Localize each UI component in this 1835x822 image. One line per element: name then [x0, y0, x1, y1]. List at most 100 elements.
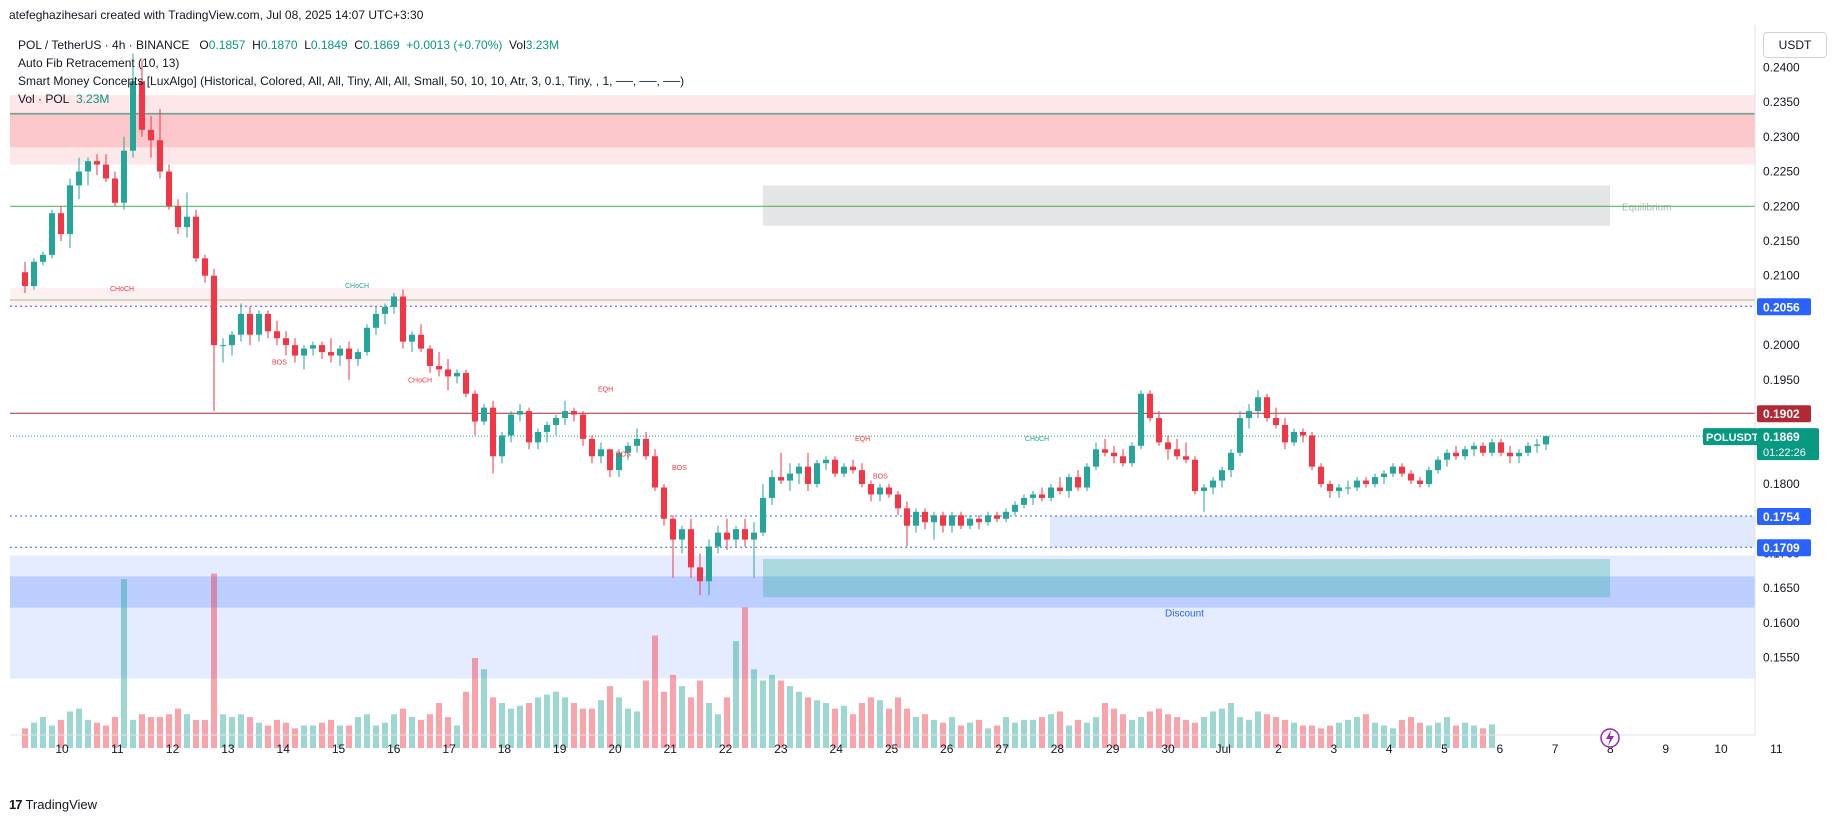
candle [328, 338, 334, 363]
volume-bar [652, 635, 658, 748]
candle-body [1093, 449, 1099, 467]
legend-indicator-vol[interactable]: Vol · POL 3.23M [18, 90, 684, 108]
volume-bar [274, 719, 280, 748]
candle-body [94, 161, 100, 165]
volume-bar [913, 717, 919, 748]
candle [1066, 473, 1072, 498]
candle [184, 192, 190, 238]
candle [445, 359, 451, 391]
volume-bar [760, 680, 766, 748]
candle [256, 310, 262, 342]
legend-symbol[interactable]: POL / TetherUS · 4h · BINANCE [18, 38, 190, 52]
volume-bar [949, 717, 955, 748]
candle [1147, 390, 1153, 422]
candle [607, 449, 613, 478]
volume-bar [598, 700, 604, 748]
time-tick-label: 22 [719, 742, 733, 756]
volume-bar [40, 717, 46, 748]
lightning-icon-bolt [1606, 730, 1614, 746]
candle [733, 525, 739, 547]
candle-body [1057, 487, 1063, 491]
candle [859, 463, 865, 488]
candle-body [1453, 452, 1459, 457]
volume-bar [688, 697, 694, 748]
candle-body [202, 258, 208, 276]
candle-body [364, 327, 370, 353]
candle-body [670, 518, 676, 540]
volume-bar [1048, 714, 1054, 748]
candle [796, 463, 802, 485]
candle [778, 452, 784, 485]
legend-change: +0.0013 (+0.70%) [406, 38, 503, 52]
structure-label: EQH [598, 387, 613, 394]
candle-body [1210, 480, 1216, 488]
legend-indicator-fib[interactable]: Auto Fib Retracement (10, 13) [18, 56, 180, 70]
candle-body [607, 449, 613, 471]
candle [103, 154, 109, 182]
candle-body [652, 456, 658, 488]
volume-bar [247, 717, 253, 748]
price-axis-label: 0.2056 [1757, 298, 1811, 316]
candle-body [832, 459, 838, 474]
candle-body [958, 515, 964, 526]
candle-body [1435, 459, 1441, 471]
price-axis[interactable]: 0.15500.16000.16500.17000.17500.18000.18… [1754, 25, 1800, 735]
volume-bar [976, 719, 982, 748]
volume-bar [1039, 717, 1045, 748]
time-tick-label: 17 [442, 742, 456, 756]
time-axis[interactable]: 10 11 12 13 14 15 16 17 18 19 20 21 22 23 24 25 26 27 28 29… [10, 734, 1783, 756]
volume-bar [985, 728, 991, 748]
candle [724, 518, 730, 550]
volume-bar [238, 714, 244, 748]
candle [481, 404, 487, 425]
candle [841, 463, 847, 478]
candle [1219, 466, 1225, 488]
chart-svg[interactable]: Equilibrium Discount CHoCH CHoCH BOS CHoCH EQ… [0, 25, 1835, 785]
volume-bar [1363, 714, 1369, 748]
time-tick-label: 14 [277, 742, 291, 756]
candle [202, 254, 208, 283]
price-chart[interactable]: Equilibrium Discount CHoCH CHoCH BOS CHoCH EQ… [0, 25, 1835, 785]
candle [913, 508, 919, 533]
volume-bar [814, 700, 820, 748]
currency-button[interactable]: USDT [1763, 32, 1827, 58]
candle [1183, 442, 1189, 464]
candle-body [931, 515, 937, 523]
candle-body [1228, 452, 1234, 471]
candle [1471, 442, 1477, 457]
volume-bar [427, 714, 433, 748]
candle [1030, 490, 1036, 505]
candle-body [463, 372, 469, 394]
structure-layer: CHoCH CHoCH BOS CHoCH EQH BOS BOS EQH CHoCH BOS [110, 283, 1049, 480]
candle-body [535, 431, 541, 443]
price-tick-label: 0.1650 [1763, 581, 1800, 595]
volume-bar [1075, 719, 1081, 748]
candle [742, 518, 748, 547]
candle-body [1417, 480, 1423, 485]
candle [76, 157, 82, 200]
candle [1462, 445, 1468, 460]
time-tick-label: 23 [774, 742, 788, 756]
premium-zone-inner [10, 112, 1755, 148]
legend-indicator-smc[interactable]: Smart Money Concepts [LuxAlgo] (Historic… [18, 74, 685, 88]
candle [1498, 438, 1504, 457]
candle-body [706, 546, 712, 582]
candle-body [1138, 393, 1144, 446]
candle [904, 501, 910, 547]
discount-zone-outer [10, 555, 1755, 679]
footer-brand[interactable]: 17 TradingView [9, 797, 97, 812]
candle [193, 209, 199, 262]
candle [427, 345, 433, 373]
candle-body [166, 171, 172, 207]
candle-body [1084, 466, 1090, 488]
candle [1120, 449, 1126, 467]
candle [1003, 508, 1009, 523]
candle-body [571, 411, 577, 415]
volume-bar [1255, 711, 1261, 748]
candle-body [994, 515, 1000, 519]
candle-body [769, 477, 775, 498]
candle [823, 456, 829, 471]
candle-body [625, 445, 631, 453]
volume-bar [562, 697, 568, 748]
candle-body [1165, 442, 1171, 450]
